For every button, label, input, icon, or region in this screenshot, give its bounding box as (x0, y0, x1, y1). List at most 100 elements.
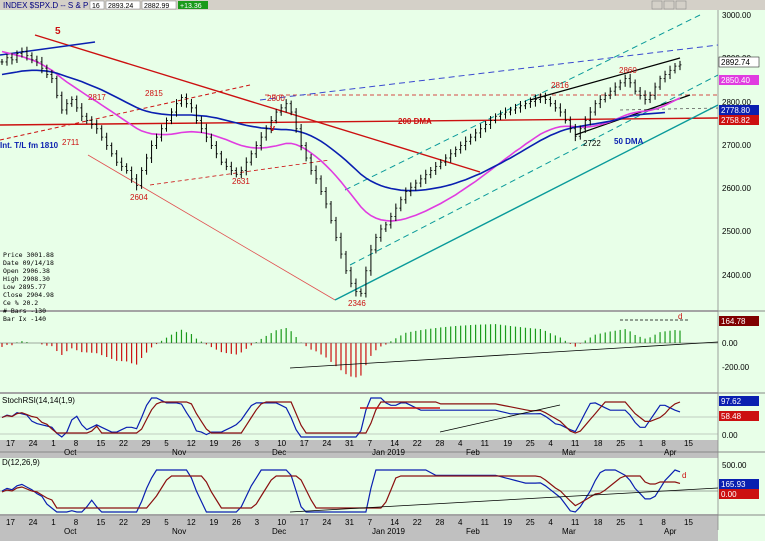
x-axis-month-label: Dec (272, 448, 286, 457)
x-axis-day-label: 22 (119, 518, 128, 527)
teal-upper-channel (344, 14, 701, 191)
blue-tl-line (0, 41, 96, 56)
y-tick-3000: 3000.00 (722, 11, 751, 20)
x-axis-day-label: 22 (413, 518, 422, 527)
x-axis-month-label: Mar (562, 527, 576, 536)
x-axis-month-label: Apr (664, 448, 677, 457)
x-axis-day-label: 26 (232, 439, 241, 448)
x-axis-day-label: 8 (74, 439, 79, 448)
info-line: Low 2895.77 (3, 283, 46, 291)
change-box (178, 1, 208, 9)
bottom-title: D(12,26,9) (2, 458, 40, 467)
x-axis-month-label: Jan 2019 (372, 527, 405, 536)
blue-dashed-line (259, 44, 719, 101)
info-line: Close 2904.98 (3, 291, 54, 299)
open-box (105, 0, 141, 10)
price-bar-layer (0, 46, 682, 298)
stoch-blue-box (719, 396, 759, 406)
x-axis-day-label: 15 (96, 518, 105, 527)
x-axis-day-label: 28 (435, 518, 444, 527)
y-tick-2800: 2800.00 (722, 98, 751, 107)
x-axis-day-label: 4 (548, 439, 553, 448)
x-axis-month-label: Nov (172, 448, 186, 457)
bottom-blue-line (1, 469, 681, 513)
annotation-2711: 2711 (62, 138, 80, 147)
x-axis-day-label: 5 (164, 518, 169, 527)
red-downtrend-line (34, 34, 481, 173)
price-label-red: 2758.82 (721, 116, 750, 125)
x-axis-day-label: 10 (277, 439, 286, 448)
x-axis-day-label: 25 (526, 439, 535, 448)
black-dashed-horizontal (619, 107, 719, 111)
bottom-blue-value: 165.93 (721, 480, 746, 489)
y-tick-2600: 2600.00 (722, 184, 751, 193)
x-axis-day-label: 4 (548, 518, 553, 527)
info-box: Price 3001.88 Date 09/14/18 Open 2906.38… (3, 251, 54, 323)
x-axis-day-label: 10 (277, 518, 286, 527)
bottom-red-value: 0.00 (721, 490, 737, 499)
red-200dma-line (0, 117, 719, 126)
bars-box-value: 16 (92, 3, 100, 10)
bars-box[interactable] (89, 0, 105, 10)
window-maximize-button[interactable] (663, 0, 675, 10)
macd-mark: d (678, 312, 682, 321)
info-line: Date 09/14/18 (3, 259, 54, 267)
annotation-2816: 2816 (551, 81, 569, 90)
annotation-50dma: 50 DMA (614, 137, 644, 146)
stoch-red-line (1, 401, 681, 434)
bottom-red-box (719, 489, 759, 499)
x-axis-day-label: 17 (6, 439, 15, 448)
black-upper-wedge (529, 57, 681, 101)
info-line: Open 2906.38 (3, 267, 50, 275)
stoch-blue-value: 97.62 (721, 397, 742, 406)
price-label-magenta: 2850.40 (721, 76, 750, 85)
price-label-blue: 2778.80 (721, 106, 750, 115)
macd-value-box (719, 316, 759, 326)
moving-average-layer (1, 50, 681, 222)
x-axis-day-label: 11 (481, 518, 490, 527)
x-axis-day-label: 18 (594, 439, 603, 448)
teal-lower-channel (334, 104, 719, 301)
x-axis-day-label: 12 (187, 439, 196, 448)
y-tick-2700: 2700.00 (722, 141, 751, 150)
x-axis-day-label: 8 (74, 518, 79, 527)
x-axis-month-label: Nov (172, 527, 186, 536)
x-axis-month-label: Jan 2019 (372, 448, 405, 457)
x-axis-month-label: Oct (64, 527, 77, 536)
x-axis-day-label: 29 (142, 439, 151, 448)
annotation-5: 5 (55, 26, 61, 37)
window-close-button[interactable] (675, 0, 687, 10)
info-line: Price 3001.88 (3, 251, 54, 259)
y-tick-2500: 2500.00 (722, 227, 751, 236)
x-axis-month-label: Feb (466, 527, 480, 536)
x-axis-day-label: 4 (458, 518, 463, 527)
bottom-panel (0, 458, 718, 514)
x-axis-month-label: Dec (272, 527, 286, 536)
macd-trendline (289, 341, 719, 369)
x-axis-day-label: 7 (368, 518, 373, 527)
x-axis-day-label: 1 (51, 439, 56, 448)
x-axis-day-label: 25 (526, 518, 535, 527)
x-axis-day-label: 19 (503, 439, 512, 448)
price-annotations: 5 2817 2815 2800 v 2711 2631 2604 2346 2… (0, 26, 644, 308)
x-axis-day-label: 17 (6, 518, 15, 527)
magenta-ma-line (1, 50, 681, 222)
x-axis-bottom: 17 24 1 8 15 22 29 5 12 19 26 3 10 17 24 31 7 14 22 28 4 11 19… (6, 518, 693, 536)
x-axis-day-label: 19 (209, 439, 218, 448)
annotation-2346: 2346 (348, 299, 366, 308)
x-axis-day-label: 3 (255, 518, 260, 527)
bottom-mark: d (682, 471, 686, 480)
title-text: INDEX $SPX.D -- S & P 500 INDEX (3, 1, 131, 10)
x-axis-day-label: 17 (300, 518, 309, 527)
price-label-current: 2892.74 (721, 58, 750, 67)
x-axis-day-label: 22 (413, 439, 422, 448)
x-axis-day-label: 1 (639, 439, 644, 448)
annotation-2817: 2817 (88, 93, 106, 102)
x-axis-middle: 17 24 1 8 15 22 29 5 12 19 26 3 10 17 24 31 7 14 22 28 4 11 19… (6, 439, 693, 457)
blue-50dma-line (1, 69, 666, 192)
x-axis-day-label: 1 (51, 518, 56, 527)
window-minimize-button[interactable] (651, 0, 663, 10)
x-axis-month-label: Mar (562, 448, 576, 457)
stoch-trendline (439, 404, 561, 433)
price-label-current-box (718, 56, 760, 68)
